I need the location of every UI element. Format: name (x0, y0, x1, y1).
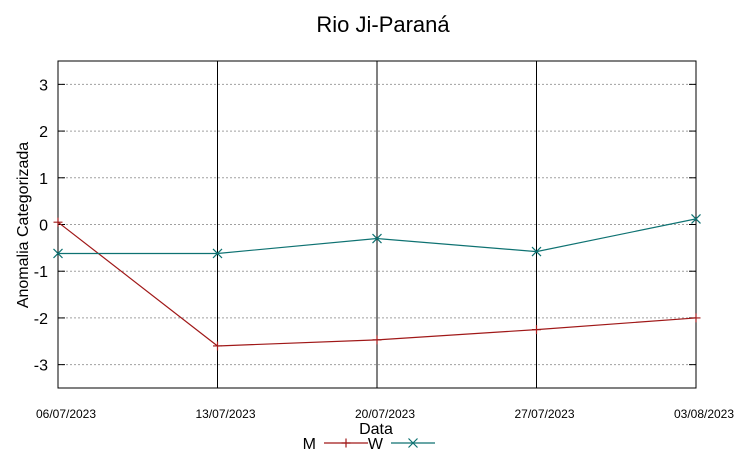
legend-marker-w (408, 438, 418, 448)
data-point-w (212, 248, 223, 259)
y-tick-label: 1 (39, 171, 48, 188)
x-tick-label: 03/08/2023 (674, 407, 734, 421)
y-tick-label: -3 (34, 358, 48, 375)
y-tick-label: -1 (34, 264, 48, 281)
series-group (53, 213, 701, 351)
legend-label-m: M (303, 436, 316, 453)
x-tick-label: 13/07/2023 (195, 407, 255, 421)
legend-item-w: W (368, 436, 435, 453)
y-tick-label: 3 (39, 77, 48, 94)
legend-item-m: M (303, 436, 368, 453)
data-point-w (372, 233, 382, 244)
legend-label-w: W (368, 436, 384, 453)
x-tick-label: 27/07/2023 (514, 407, 574, 421)
y-tick-label: 2 (39, 124, 48, 141)
series-m (53, 217, 701, 351)
y-axis-label: Anomalia Categorizada (15, 142, 32, 308)
x-tick-label: 20/07/2023 (355, 407, 415, 421)
data-point-w (53, 248, 63, 259)
data-point-m (53, 217, 63, 227)
chart-title: Rio Ji-Paraná (316, 12, 450, 37)
y-tick-label: 0 (39, 218, 48, 235)
data-point-w (531, 246, 542, 257)
data-point-m (532, 325, 541, 335)
y-tick-label: -2 (34, 311, 48, 328)
data-point-m (213, 341, 222, 351)
y-axis: 3 2 1 0 -1 -2 -3 (34, 77, 696, 375)
x-tick-label: 06/07/2023 (36, 407, 96, 421)
data-point-w (691, 213, 701, 224)
series-w (53, 213, 701, 259)
data-point-m (691, 313, 701, 323)
x-axis-label: Data (359, 421, 393, 438)
x-axis: 06/07/2023 13/07/2023 20/07/2023 27/07/2023… (36, 61, 734, 421)
data-point-m (372, 335, 382, 345)
legend-marker-m (341, 438, 351, 448)
